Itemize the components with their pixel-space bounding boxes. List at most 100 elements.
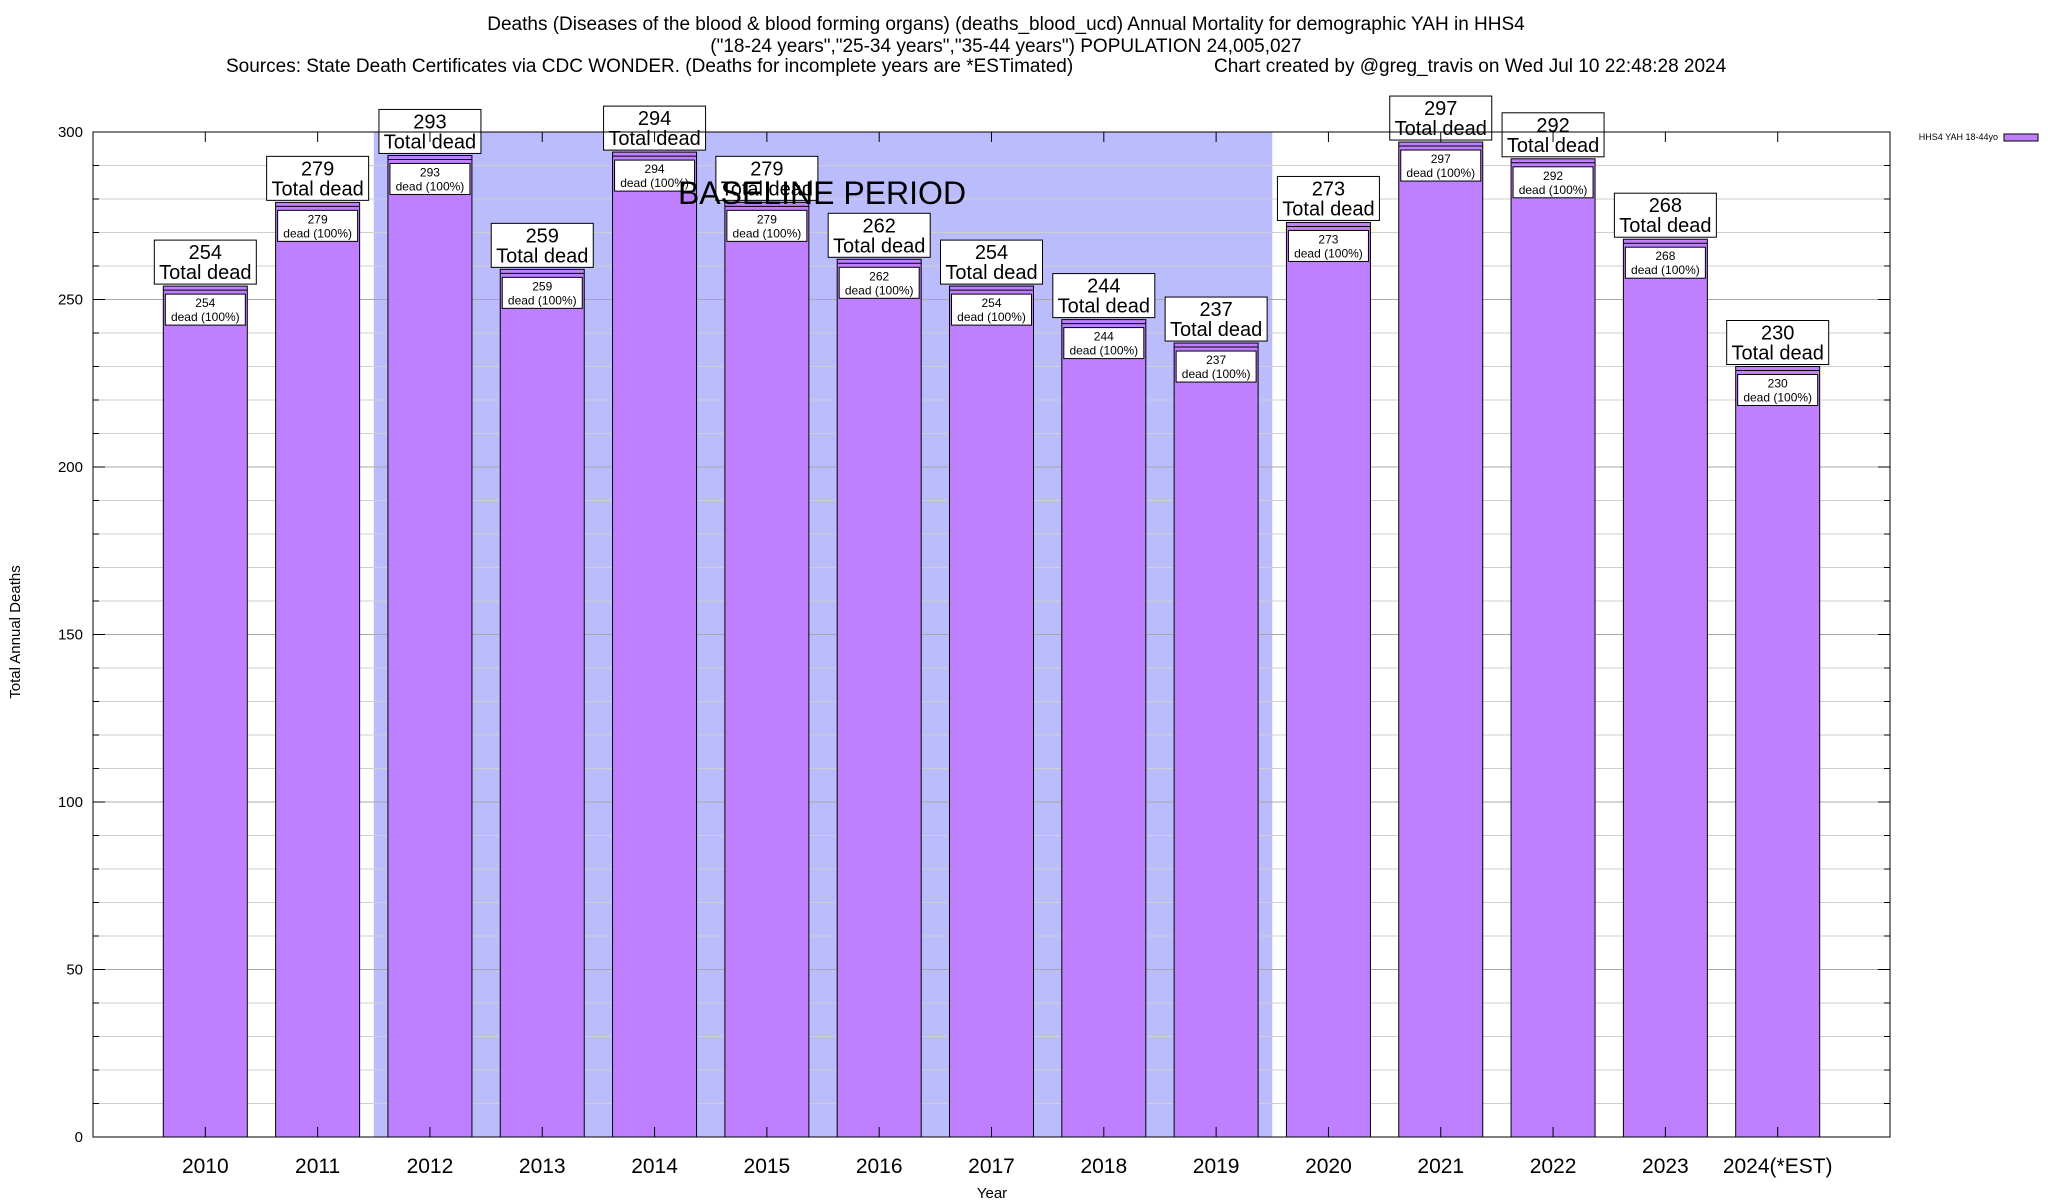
bar-total-label-box (1052, 273, 1156, 319)
bar-total-label-box (490, 222, 594, 268)
x-tick-label: 2015 (744, 1155, 791, 1178)
bar-total-value-label: 294 (638, 108, 671, 130)
bar-inner-percent-label: dead (100%) (171, 310, 240, 324)
bar-total-text-label: Total dead (1507, 135, 1599, 157)
bar (724, 201, 810, 1138)
y-tick-label: 200 (58, 459, 83, 476)
bar-inner-value-label: 297 (1431, 152, 1451, 166)
x-tick-label: 2014 (631, 1155, 678, 1178)
bar-total-value-label: 279 (301, 158, 334, 180)
plot-frame (92, 131, 1891, 1138)
bar-total-text-label: Total dead (945, 262, 1037, 284)
bar-inner-percent-label: dead (100%) (1294, 246, 1363, 260)
bar-total-label-box (1276, 175, 1380, 221)
bar-inner-label-box (1175, 350, 1257, 383)
bar-inner-value-label: 259 (532, 279, 552, 293)
bar-inner-percent-label: dead (100%) (733, 226, 802, 240)
bar-total-label-box (1613, 192, 1717, 238)
bar-total-text-label: Total dead (1732, 343, 1824, 365)
bar (836, 258, 922, 1138)
bar-total-label-box (378, 108, 482, 154)
chart-subtitle: ("18-24 years","25-34 years","35-44 year… (710, 36, 1301, 57)
bar-total-label-box (266, 155, 370, 201)
bar (1061, 319, 1147, 1138)
y-tick-label: 50 (66, 962, 83, 979)
bar-inner-label-box (1400, 149, 1482, 182)
y-tick-label: 150 (58, 627, 83, 644)
bar-inner-label-box (951, 293, 1032, 326)
x-tick-label: 2011 (295, 1155, 340, 1178)
bar-inner-percent-label: dead (100%) (283, 226, 352, 240)
x-tick-label: 2021 (1417, 1155, 1464, 1178)
x-axis-label: Year (977, 1185, 1007, 1200)
bar-total-value-label: 230 (1761, 323, 1794, 345)
bar-total-value-label: 244 (1087, 276, 1120, 298)
bar (387, 154, 473, 1138)
bar-inner-percent-label: dead (100%) (1631, 263, 1700, 277)
y-tick-label: 300 (58, 124, 83, 141)
bar-inner-label-box (277, 209, 359, 242)
bar-total-label-box (1164, 296, 1268, 342)
bar-inner-label-box (614, 159, 696, 192)
bar (1735, 366, 1821, 1138)
bar-total-text-label: Total dead (271, 178, 363, 200)
bar-inner-label-box (164, 293, 246, 326)
bar-inner-label-box (1737, 374, 1819, 406)
y-tick-label: 250 (58, 292, 83, 309)
chart-title: Deaths (Diseases of the blood & blood fo… (487, 14, 1525, 35)
bar-inner-label-box (726, 209, 808, 242)
x-tick-label: 2018 (1080, 1155, 1127, 1178)
bar-inner-value-label: 244 (1094, 330, 1114, 344)
bar-total-value-label: 293 (413, 111, 446, 133)
bar-total-label-box (153, 239, 257, 285)
bar-total-text-label: Total dead (159, 262, 251, 284)
bar-inner-value-label: 279 (308, 212, 328, 226)
legend-swatch (2003, 133, 2039, 142)
bar-total-text-label: Total dead (496, 245, 588, 267)
x-tick-label: 2017 (968, 1155, 1015, 1178)
bar-total-text-label: Total dead (721, 178, 813, 200)
bar (162, 285, 248, 1138)
bar-inner-percent-label: dead (100%) (957, 310, 1026, 324)
x-tick-label: 2019 (1193, 1155, 1240, 1178)
bar-total-value-label: 262 (863, 215, 896, 237)
bar (612, 151, 698, 1138)
bar-total-label-box (603, 105, 707, 151)
bar-inner-percent-label: dead (100%) (1519, 183, 1588, 197)
bar-inner-percent-label: dead (100%) (845, 283, 914, 297)
baseline-period-label: BASELINE PERIOD (678, 175, 966, 211)
bar-inner-value-label: 273 (1318, 232, 1338, 246)
bar-inner-percent-label: dead (100%) (1743, 391, 1812, 405)
bar-total-label-box (827, 212, 931, 258)
bar (275, 201, 361, 1138)
bar-inner-value-label: 279 (757, 212, 777, 226)
bar-inner-value-label: 262 (869, 269, 889, 283)
x-tick-label: 2020 (1305, 1155, 1352, 1178)
x-tick-label: 2013 (519, 1155, 566, 1178)
bar-inner-value-label: 254 (195, 296, 215, 310)
bar-inner-percent-label: dead (100%) (396, 179, 465, 193)
x-tick-label: 2012 (407, 1155, 454, 1178)
bar-total-value-label: 279 (750, 158, 783, 180)
bar (1173, 342, 1259, 1138)
bar-inner-percent-label: dead (100%) (508, 293, 577, 307)
bar-inner-label-box (1624, 246, 1706, 279)
bar (1622, 238, 1708, 1138)
bar-total-text-label: Total dead (384, 131, 476, 153)
bar-inner-label-box (838, 266, 920, 299)
bar (499, 268, 585, 1138)
bar-total-value-label: 292 (1536, 115, 1569, 137)
bar-total-value-label: 297 (1424, 98, 1457, 120)
bar-total-text-label: Total dead (833, 235, 925, 257)
x-tick-label: 2023 (1642, 1155, 1689, 1178)
bar-inner-value-label: 293 (420, 165, 440, 179)
bar-total-value-label: 259 (526, 225, 559, 247)
x-tick-label: 2010 (182, 1155, 229, 1178)
bar-inner-value-label: 254 (981, 296, 1001, 310)
bar (1398, 141, 1484, 1138)
bar-total-text-label: Total dead (1058, 296, 1150, 318)
bar-total-value-label: 237 (1199, 299, 1232, 321)
bar-inner-value-label: 294 (645, 162, 665, 176)
bar-total-text-label: Total dead (1619, 215, 1711, 237)
bar-total-value-label: 273 (1312, 178, 1345, 200)
